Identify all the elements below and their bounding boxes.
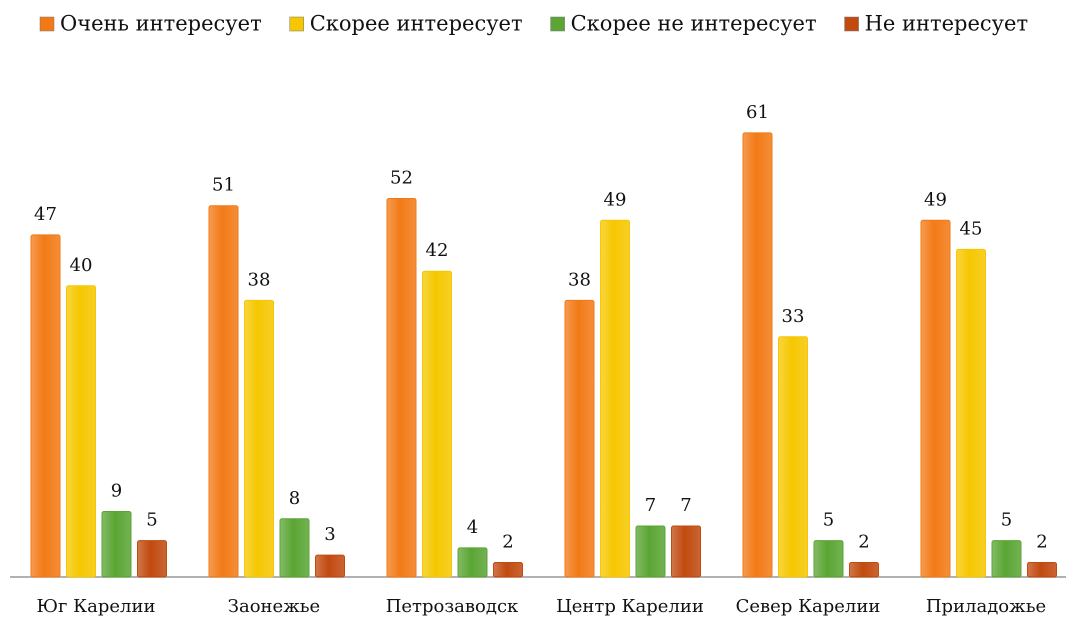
bar <box>279 518 310 578</box>
bar <box>208 205 239 578</box>
data-label: 51 <box>212 175 235 196</box>
bar <box>386 197 417 578</box>
data-label: 5 <box>823 510 834 531</box>
data-label: 38 <box>568 269 591 290</box>
data-label: 49 <box>924 189 947 210</box>
data-label: 8 <box>289 488 300 509</box>
data-label: 4 <box>467 517 478 538</box>
x-tick-label: Центр Карелии <box>556 596 704 617</box>
data-label: 49 <box>604 189 627 210</box>
data-label: 2 <box>502 531 513 552</box>
data-label: 2 <box>1036 531 1047 552</box>
legend-swatch <box>844 16 859 32</box>
data-label: 7 <box>645 495 656 516</box>
bar <box>671 525 701 578</box>
x-tick-label: Юг Карелии <box>37 596 156 617</box>
x-tick-label: Петрозаводск <box>386 596 519 617</box>
bar <box>778 336 808 578</box>
bar <box>991 540 1022 578</box>
bar <box>742 132 773 578</box>
data-label: 3 <box>324 524 335 545</box>
data-label: 52 <box>390 167 413 188</box>
bar <box>564 299 595 578</box>
data-label: 45 <box>960 218 983 239</box>
legend-swatch <box>289 16 304 32</box>
data-label: 42 <box>426 240 449 261</box>
legend-swatch <box>39 16 55 32</box>
bar <box>101 510 132 578</box>
x-tick-label: Заонежье <box>228 596 320 617</box>
data-label: 9 <box>111 480 122 501</box>
bar <box>849 561 879 578</box>
legend-label: Очень интересует <box>60 12 262 36</box>
data-label: 47 <box>34 204 57 225</box>
bar <box>30 234 61 578</box>
bar <box>1027 561 1057 578</box>
data-label: 40 <box>70 255 93 276</box>
legend-swatch <box>550 16 565 32</box>
data-label: 7 <box>680 495 691 516</box>
bar <box>422 270 452 578</box>
bar <box>315 554 345 578</box>
data-label: 33 <box>782 306 805 327</box>
bar <box>600 219 630 578</box>
x-tick-label: Север Карелии <box>736 596 881 617</box>
legend-label: Скорее интересует <box>310 12 523 36</box>
data-label: 5 <box>146 510 157 531</box>
data-label: 2 <box>858 531 869 552</box>
legend-label: Не интересует <box>865 12 1029 36</box>
bar <box>813 540 844 578</box>
data-label: 61 <box>746 102 769 123</box>
data-label: 38 <box>248 269 271 290</box>
bar <box>457 547 488 578</box>
x-tick-label: Приладожье <box>926 596 1046 617</box>
bar <box>137 540 167 578</box>
data-label: 5 <box>1001 510 1012 531</box>
bar <box>244 299 274 578</box>
bar <box>66 285 96 578</box>
bar <box>920 219 951 578</box>
bar <box>956 248 986 578</box>
bar <box>493 561 523 578</box>
bar <box>635 525 666 578</box>
legend-label: Скорее не интересует <box>571 12 817 36</box>
